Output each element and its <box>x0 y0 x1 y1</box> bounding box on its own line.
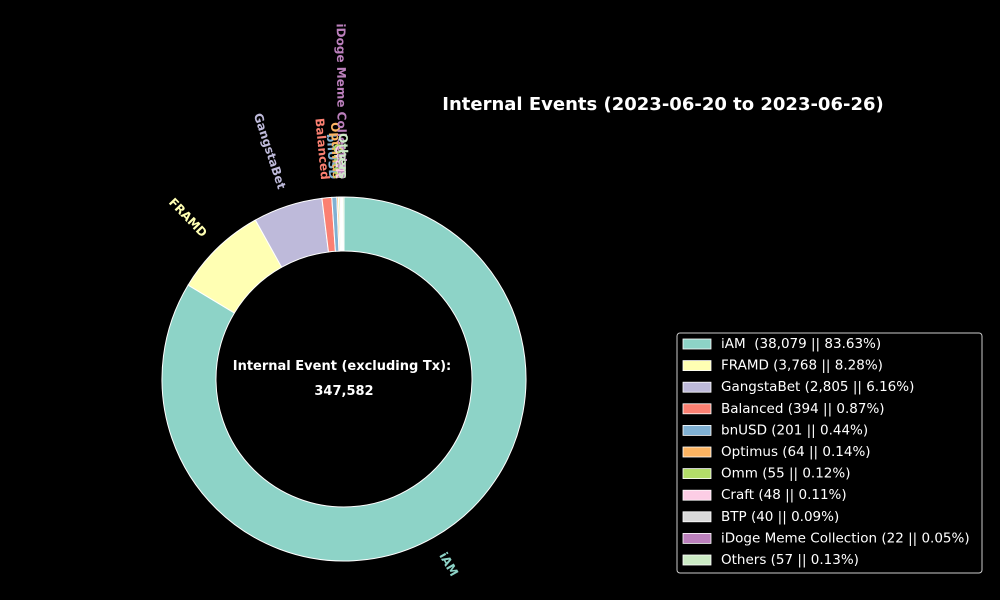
legend-swatch <box>682 489 712 501</box>
slice-iam <box>161 196 527 562</box>
legend-box <box>676 332 983 574</box>
legend: iAM (38,079 || 83.63%) FRAMD (3,768 || 8.… <box>676 332 983 574</box>
legend-entry: Others (57 || 0.13%) <box>721 552 859 568</box>
legend-entry: BTP (40 || 0.09%) <box>721 509 839 525</box>
legend-swatch <box>682 360 712 372</box>
slice-label-omm: Omm <box>331 143 346 179</box>
legend-entry: iAM (38,079 || 83.63%) <box>721 336 881 352</box>
legend-swatch <box>682 554 712 566</box>
legend-swatch <box>682 381 712 393</box>
slice-others <box>342 196 345 252</box>
legend-entry: Balanced (394 || 0.87%) <box>721 401 885 417</box>
legend-swatch <box>682 424 712 436</box>
legend-swatch <box>682 403 712 415</box>
legend-entry: iDoge Meme Collection (22 || 0.05%) <box>721 530 970 546</box>
legend-entry: Craft (48 || 0.11%) <box>721 487 847 503</box>
legend-entry: Omm (55 || 0.12%) <box>721 466 851 482</box>
center-label: Internal Event (excluding Tx): <box>233 359 452 374</box>
legend-entry: FRAMD (3,768 || 8.28%) <box>721 358 883 374</box>
center-value: 347,582 <box>314 384 373 399</box>
legend-swatch <box>682 338 712 350</box>
slice-label-optimus: Optimus <box>328 122 344 179</box>
slice-label-balanced: Balanced <box>312 117 332 180</box>
slice-label-others: Others <box>336 133 350 179</box>
legend-entry: Optimus (64 || 0.14%) <box>721 444 871 460</box>
donut-slices <box>161 196 527 562</box>
legend-swatch <box>682 446 712 458</box>
legend-swatch <box>682 468 712 480</box>
legend-swatch <box>682 533 712 544</box>
legend-swatch <box>682 511 712 523</box>
slice-label-idoge-meme-collection: iDoge Meme Collection <box>334 23 349 178</box>
slice-label-craft: Craft <box>332 145 347 179</box>
legend-entry: bnUSD (201 || 0.44%) <box>721 422 868 438</box>
slice-label-bnusd: bnUSD <box>324 133 340 179</box>
slice-label-btp: BTP <box>334 153 348 180</box>
chart-title: Internal Events (2023-06-20 to 2023-06-2… <box>442 94 883 115</box>
legend-entry: GangstaBet (2,805 || 6.16%) <box>721 379 914 395</box>
